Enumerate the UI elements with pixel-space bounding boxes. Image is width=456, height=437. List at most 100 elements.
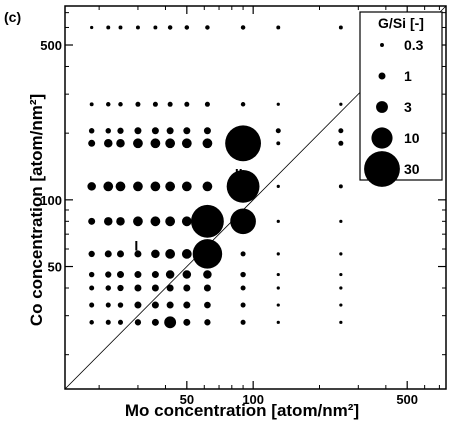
data-point [166,127,174,135]
data-point [276,272,280,277]
data-point [240,102,246,107]
data-point [135,101,141,107]
y-axis-label: Co concentration [atom/nm²] [27,94,46,326]
data-point [230,208,256,235]
data-point [151,301,159,309]
data-point [117,284,124,292]
data-point [338,184,343,189]
data-point [276,141,281,146]
data-point [105,271,112,278]
data-point [204,319,211,326]
data-point [134,301,142,309]
panel-label: (c) [4,9,21,25]
data-point [192,239,223,269]
data-point [105,319,111,325]
data-point [167,101,173,107]
data-point [183,127,191,135]
data-point [87,182,96,191]
legend-marker [376,101,388,113]
data-point [184,101,190,107]
data-point [165,216,176,227]
data-point [106,102,111,107]
data-point [240,319,246,325]
data-point [276,252,280,256]
data-point [183,301,191,309]
data-point [116,139,125,148]
y-tick-label: 50 [48,260,62,275]
data-point [276,184,280,189]
data-point [167,25,173,30]
data-point [240,25,246,30]
data-point [338,140,344,146]
data-point [339,102,343,106]
data-point [339,320,343,324]
data-point [103,181,114,192]
data-point [117,319,124,325]
data-point [151,127,159,135]
legend-entry-label: 0.3 [404,37,424,53]
data-point [104,139,113,148]
data-point [105,285,111,291]
data-point [117,302,124,308]
legend-marker [371,127,393,149]
legend-entry-label: 30 [404,161,420,177]
data-point [134,250,142,258]
data-point [150,181,161,192]
legend-entry-label: 3 [404,99,412,115]
data-point [166,301,174,309]
x-axis-label: Mo concentration [atom/nm²] [125,401,359,420]
data-point [151,249,160,259]
data-point [276,25,281,30]
data-point [181,249,192,259]
annotation-label: II [235,165,243,181]
data-point [133,181,143,192]
data-point [134,271,142,279]
data-point [276,320,280,324]
data-point [134,284,142,292]
data-point [151,271,159,279]
data-point [240,271,246,278]
legend-marker [380,43,384,47]
data-point [135,25,140,30]
data-point [90,25,94,30]
data-point [203,284,211,292]
data-point [166,284,174,292]
data-point [225,125,261,162]
data-point [165,138,176,149]
data-point [115,181,126,192]
data-point [181,216,192,227]
data-point [226,169,260,203]
data-point [338,128,344,134]
data-point [339,286,343,290]
x-tick-label: 500 [396,392,418,407]
legend-marker [378,72,386,80]
data-point [202,181,213,192]
data-point [104,250,112,258]
legend-entry-label: 1 [404,68,412,84]
data-point [182,270,192,279]
data-point [276,286,280,290]
data-point [181,138,192,149]
data-point [339,252,343,256]
data-point [240,285,246,291]
data-point [118,25,123,30]
legend-entry-label: 10 [404,130,420,146]
data-point [191,204,224,238]
data-point [89,320,94,325]
data-point [276,303,280,307]
data-point [276,219,280,223]
data-point [133,138,143,149]
data-point [338,25,343,30]
data-point [203,270,212,279]
data-point [276,102,280,106]
y-tick-label: 100 [40,193,62,208]
data-point [181,181,192,192]
data-point [205,25,210,30]
data-point [152,101,158,107]
data-point [165,181,176,192]
data-point [204,101,210,107]
data-point [88,128,95,134]
data-point [339,303,343,307]
